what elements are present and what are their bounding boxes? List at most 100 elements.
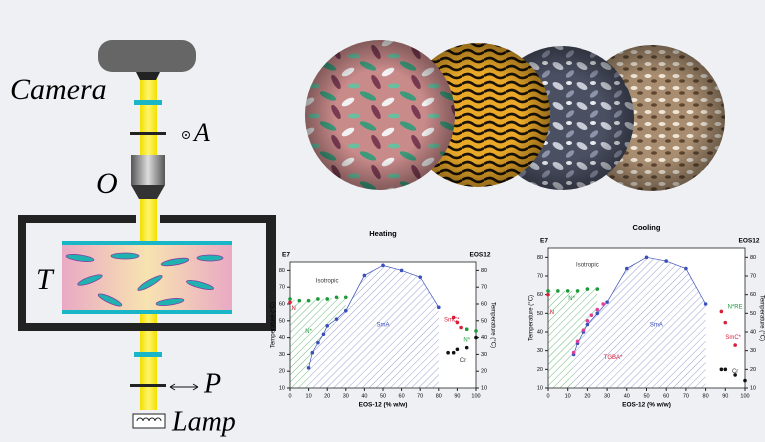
analyzer-label: A [192,118,210,147]
polarizer [130,384,166,387]
x-tick-label: 20 [324,393,330,399]
lamp-label: Lamp [171,406,236,437]
x-tick-label: 60 [399,393,405,399]
y-tick-label: 20 [537,367,543,373]
data-point [556,289,560,293]
data-point [601,302,605,306]
y2-tick-label: 10 [750,385,756,391]
data-point [344,295,348,299]
phase-label: N* [568,296,575,302]
data-point [446,351,450,355]
data-point [546,289,550,293]
phase-label: N [292,306,296,312]
data-point [307,299,311,303]
y2-tick-label: 30 [481,352,487,358]
data-point [325,297,329,301]
y-tick-label: 70 [537,273,543,279]
y-axis-label: Temperature (°C) [529,295,535,341]
figure: Camera A O T P Lamp 01020304050607080901… [0,0,765,442]
data-point [576,340,580,344]
data-point [456,348,460,352]
data-point [743,379,747,383]
data-point [586,319,590,323]
data-point [566,289,570,293]
y-tick-label: 80 [279,268,285,274]
data-point [595,308,599,312]
x-tick-label: 50 [380,393,386,399]
data-point [363,274,367,278]
x-tick-label: 20 [584,393,590,399]
data-point [325,324,329,328]
data-point [311,351,315,355]
data-point [322,332,326,336]
data-point [400,269,404,273]
data-point [625,267,629,271]
objective-label: O [96,167,118,200]
left-end-label: E7 [282,252,290,259]
data-point [344,309,348,313]
vignette [305,40,455,190]
x-tick-label: 10 [306,393,312,399]
data-point [316,341,320,345]
analyzer [130,132,166,135]
left-end-label: E7 [540,238,548,245]
phase-label: TGBA* [604,355,623,361]
data-point [586,287,590,291]
y2-tick-label: 80 [750,255,756,261]
phase-label: N*RE [728,304,743,310]
x-tick-label: 100 [740,393,749,399]
data-point [288,301,292,305]
x-tick-label: 80 [436,393,442,399]
data-point [645,256,649,260]
x-tick-label: 100 [471,393,480,399]
right-end-label: EOS12 [739,238,760,245]
chart-title: Heating [369,229,397,238]
data-point [720,368,724,372]
analyzer-dot [185,134,187,136]
y2-tick-label: 50 [481,318,487,324]
y2-tick-label: 80 [481,268,487,274]
data-point [437,306,441,310]
data-point [595,287,599,291]
x-tick-label: 10 [565,393,571,399]
y-tick-label: 60 [279,301,285,307]
data-point [704,302,708,306]
data-point [316,297,320,301]
y-tick-label: 40 [279,335,285,341]
data-point [582,328,586,332]
textures [305,40,725,191]
x-tick-label: 90 [722,393,728,399]
y2-tick-label: 40 [750,329,756,335]
phase-label: SmA [376,323,389,329]
data-point [724,368,728,372]
phase-label: SmC* [725,335,741,341]
y-tick-label: 50 [537,311,543,317]
y-tick-label: 10 [537,385,543,391]
y-tick-label: 50 [279,318,285,324]
microscope: Camera A O T P Lamp [10,40,276,437]
y2-tick-label: 30 [750,348,756,354]
data-point [664,259,668,263]
y-tick-label: 70 [279,285,285,291]
x-tick-label: 40 [624,393,630,399]
y2-tick-label: 60 [750,292,756,298]
sample-label: T [36,263,55,296]
x-axis-label: EOS-12 (% w/w) [359,402,408,409]
data-point [724,321,728,325]
data-point [586,323,590,327]
y-axis-label: Temperature (°C) [271,302,277,348]
y-tick-label: 30 [279,352,285,358]
data-point [595,312,599,316]
data-point [590,313,594,317]
y-tick-label: 10 [279,385,285,391]
y-tick-label: 20 [279,369,285,375]
data-point [733,343,737,347]
glass-bottom [62,310,232,314]
data-point [572,351,576,355]
y-tick-label: 60 [537,292,543,298]
data-point [720,310,724,314]
data-point [465,327,469,331]
y2-axis-label: Temperature (°C) [489,302,495,348]
x-tick-label: 30 [343,393,349,399]
data-point [335,317,339,321]
